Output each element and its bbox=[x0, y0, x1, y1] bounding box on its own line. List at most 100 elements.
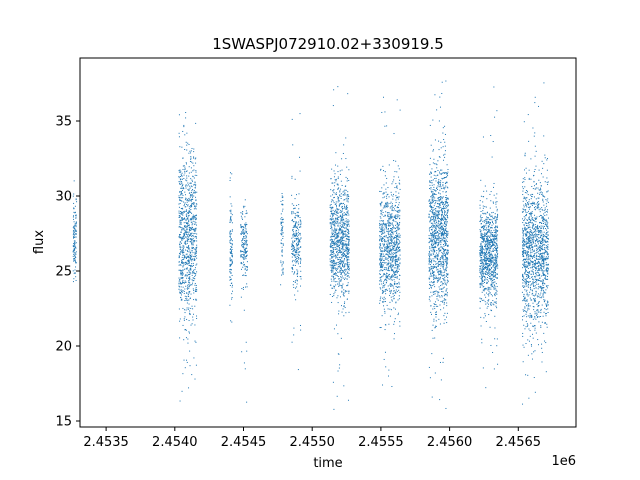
data-point bbox=[187, 286, 189, 288]
data-point bbox=[432, 235, 434, 237]
data-point bbox=[343, 295, 345, 297]
data-point bbox=[244, 205, 246, 207]
data-point bbox=[191, 246, 193, 248]
data-point bbox=[337, 266, 339, 267]
data-point bbox=[480, 253, 482, 255]
data-point bbox=[442, 282, 444, 284]
data-point bbox=[337, 295, 339, 297]
data-point bbox=[345, 243, 347, 245]
data-point bbox=[184, 229, 186, 231]
data-point bbox=[399, 262, 401, 264]
data-point bbox=[348, 256, 350, 258]
data-point bbox=[396, 99, 398, 101]
data-point bbox=[441, 223, 443, 225]
data-point bbox=[229, 276, 231, 278]
data-point bbox=[187, 275, 189, 277]
data-point bbox=[442, 224, 444, 226]
data-point bbox=[342, 208, 344, 210]
data-point bbox=[443, 177, 445, 179]
data-point bbox=[446, 239, 448, 241]
data-point bbox=[494, 235, 496, 237]
data-point bbox=[188, 292, 190, 294]
data-point bbox=[436, 258, 438, 260]
data-point bbox=[180, 194, 182, 196]
data-point bbox=[438, 181, 440, 183]
data-point bbox=[347, 231, 349, 233]
data-point bbox=[245, 228, 247, 230]
data-point bbox=[441, 226, 443, 228]
data-point bbox=[193, 151, 195, 153]
data-point bbox=[491, 212, 493, 214]
data-point bbox=[338, 281, 340, 283]
data-point bbox=[296, 229, 298, 231]
data-point bbox=[291, 245, 293, 247]
data-point bbox=[341, 269, 343, 271]
data-point bbox=[191, 227, 192, 229]
data-point bbox=[445, 260, 447, 262]
data-point bbox=[182, 261, 184, 263]
data-point bbox=[487, 293, 489, 295]
data-point bbox=[187, 239, 189, 241]
data-point bbox=[484, 206, 486, 208]
data-point bbox=[244, 223, 246, 225]
data-point bbox=[337, 333, 339, 335]
data-point bbox=[430, 258, 432, 260]
data-point bbox=[379, 263, 381, 265]
data-point bbox=[341, 287, 343, 289]
data-point bbox=[181, 175, 183, 177]
data-point bbox=[383, 205, 385, 207]
data-point bbox=[300, 226, 302, 228]
data-point bbox=[479, 220, 481, 222]
data-point bbox=[246, 254, 248, 256]
data-point bbox=[388, 247, 390, 249]
data-point bbox=[341, 224, 343, 226]
data-point bbox=[296, 233, 298, 235]
data-point bbox=[181, 238, 183, 240]
data-point bbox=[345, 244, 347, 246]
data-point bbox=[75, 257, 77, 258]
data-point bbox=[440, 257, 442, 259]
data-point bbox=[496, 247, 498, 249]
data-point bbox=[428, 237, 430, 239]
data-point bbox=[299, 156, 301, 158]
data-point bbox=[348, 244, 350, 246]
data-point bbox=[181, 217, 183, 219]
data-point bbox=[292, 236, 294, 238]
data-point bbox=[332, 215, 334, 216]
data-point bbox=[428, 216, 430, 218]
data-point bbox=[391, 253, 393, 255]
data-point bbox=[387, 275, 389, 277]
data-point bbox=[186, 268, 188, 270]
data-point bbox=[439, 96, 441, 98]
data-point bbox=[295, 226, 297, 228]
data-point bbox=[385, 324, 387, 326]
data-point bbox=[331, 199, 333, 201]
data-point bbox=[333, 278, 335, 280]
data-point bbox=[190, 185, 192, 187]
data-point bbox=[246, 243, 248, 245]
data-point bbox=[493, 194, 495, 196]
data-point bbox=[381, 240, 383, 242]
data-point bbox=[193, 313, 195, 315]
data-point bbox=[337, 233, 339, 235]
data-point bbox=[437, 280, 439, 282]
data-point bbox=[347, 249, 349, 250]
data-point bbox=[191, 224, 193, 226]
data-point bbox=[395, 224, 397, 226]
data-point bbox=[435, 311, 437, 313]
data-point bbox=[341, 217, 343, 219]
data-point bbox=[447, 233, 449, 235]
data-point bbox=[379, 327, 381, 329]
data-point bbox=[299, 238, 301, 240]
data-point bbox=[443, 322, 445, 324]
data-point bbox=[188, 303, 190, 305]
data-point bbox=[429, 184, 431, 186]
data-point bbox=[482, 248, 484, 250]
data-point bbox=[297, 216, 299, 218]
data-point bbox=[242, 239, 244, 241]
data-point bbox=[193, 215, 195, 217]
data-point bbox=[438, 286, 440, 288]
data-point bbox=[381, 265, 383, 267]
data-point bbox=[429, 221, 431, 223]
data-point bbox=[184, 166, 186, 168]
